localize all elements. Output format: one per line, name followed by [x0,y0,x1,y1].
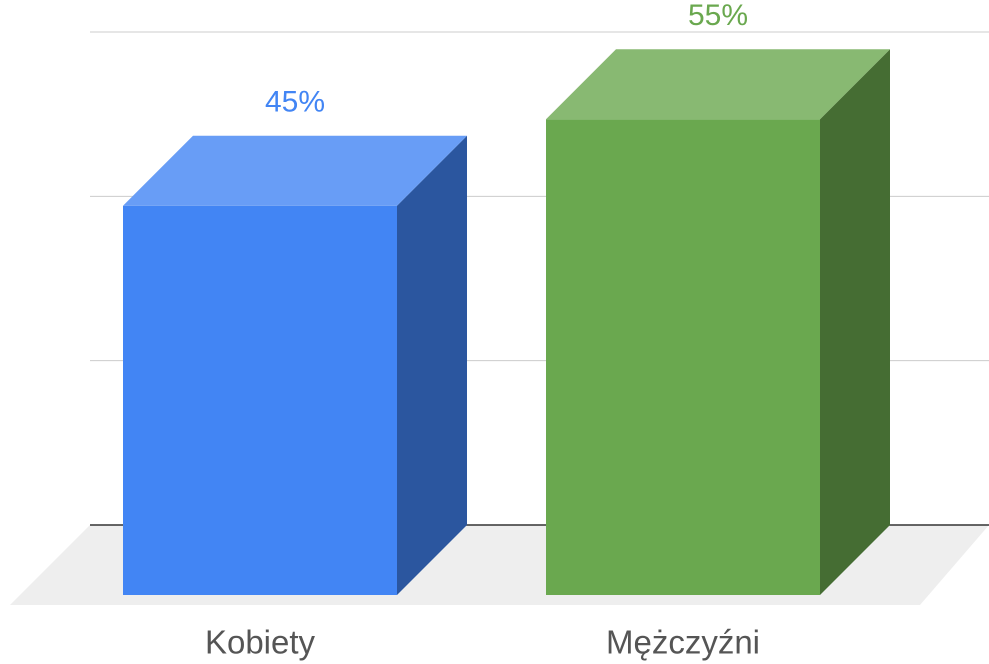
bar-side [820,49,890,596]
value-label: 55% [688,0,748,32]
bar-top [546,49,890,120]
bar [123,135,467,595]
value-label: 45% [265,86,325,119]
bar-front [546,119,820,595]
bar-front [123,205,397,595]
bar [546,49,890,596]
x-tick-label: Kobiety [205,624,316,661]
bar-side [397,135,467,595]
bar-top [123,135,467,206]
x-tick-label: Mężczyźni [606,624,760,661]
